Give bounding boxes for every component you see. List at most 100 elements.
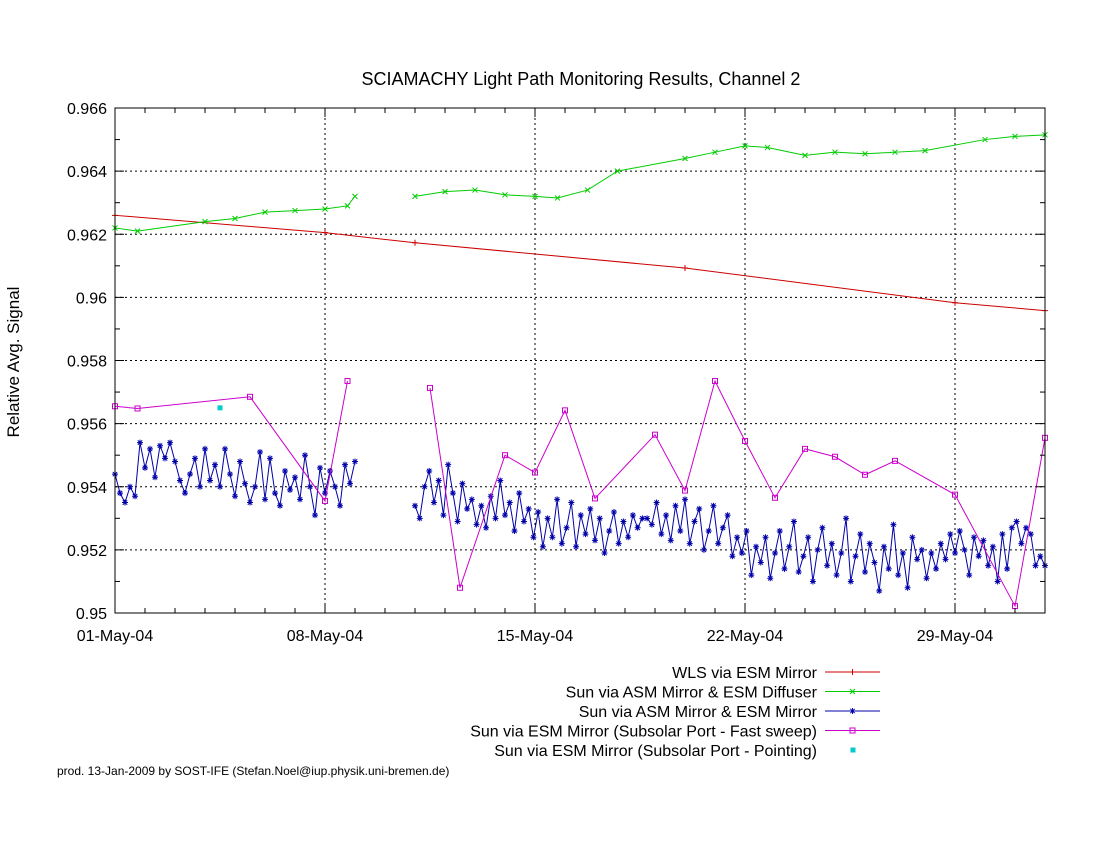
data-point: [177, 477, 183, 484]
data-point: [322, 206, 328, 212]
legend-marker: [850, 747, 856, 753]
data-point: [795, 568, 802, 575]
data-point: [672, 502, 679, 509]
x-tick-label: 01-May-04: [77, 628, 154, 645]
data-point: [914, 556, 921, 563]
series-line: [414, 134, 1046, 199]
y-tick-label: 0.96: [76, 290, 107, 307]
data-point: [734, 534, 741, 541]
data-point: [832, 453, 838, 460]
data-point: [885, 565, 892, 572]
data-point: [412, 193, 418, 200]
data-point: [117, 490, 123, 497]
data-point: [753, 543, 760, 550]
data-point: [644, 515, 651, 522]
data-point: [352, 458, 358, 465]
data-point: [824, 562, 831, 569]
data-point: [530, 534, 537, 541]
data-point: [292, 207, 298, 214]
data-point: [457, 584, 463, 591]
data-point: [648, 521, 655, 528]
data-point: [132, 493, 138, 500]
data-point: [162, 455, 168, 462]
data-point: [172, 458, 178, 465]
data-point: [1032, 562, 1039, 569]
data-point: [573, 543, 580, 550]
data-point: [478, 502, 485, 509]
data-point: [535, 509, 542, 515]
data-point: [980, 537, 987, 544]
data-point: [342, 461, 348, 468]
data-point: [682, 155, 688, 162]
data-point: [712, 149, 718, 156]
data-point: [748, 572, 755, 579]
data-point: [122, 499, 128, 506]
data-point: [277, 502, 283, 509]
series-line: [114, 380, 348, 503]
data-point: [312, 512, 318, 519]
y-tick-label: 0.954: [67, 480, 107, 497]
data-point: [472, 187, 478, 193]
data-point: [502, 452, 508, 459]
data-point: [587, 505, 594, 512]
series-0: [112, 212, 1048, 314]
data-point: [937, 540, 944, 547]
data-point: [833, 572, 840, 579]
data-point: [614, 168, 621, 174]
data-point: [302, 452, 308, 459]
legend-marker: [849, 727, 856, 734]
data-point: [880, 543, 887, 550]
series-line: [414, 464, 1046, 591]
data-point: [563, 524, 570, 531]
data-point: [918, 546, 925, 553]
x-tick-label: 08-May-04: [287, 628, 364, 645]
data-point: [539, 543, 546, 550]
data-point: [222, 445, 228, 452]
data-point: [652, 431, 658, 438]
data-point: [682, 487, 688, 494]
data-point: [786, 543, 793, 550]
data-point: [1018, 540, 1025, 547]
data-point: [577, 512, 584, 519]
data-point: [152, 474, 158, 481]
data-point: [242, 480, 248, 487]
data-point: [412, 239, 418, 246]
series-3: [112, 378, 1048, 610]
data-point: [606, 527, 613, 534]
data-point: [952, 550, 958, 557]
data-point: [454, 518, 461, 525]
data-point: [134, 228, 141, 234]
data-point: [426, 467, 433, 474]
legend-label: Sun via ASM Mirror & ESM Diffuser: [566, 685, 818, 702]
production-footer: prod. 13-Jan-2009 by SOST-IFE (Stefan.No…: [57, 764, 450, 778]
data-point: [838, 550, 845, 557]
data-point: [459, 480, 466, 487]
data-point: [620, 518, 627, 525]
data-point: [828, 540, 835, 547]
data-point: [757, 559, 764, 566]
data-point: [871, 559, 878, 566]
data-point: [985, 562, 992, 569]
data-point: [322, 497, 328, 504]
y-tick-label: 0.966: [67, 101, 107, 118]
data-point: [497, 477, 504, 484]
data-point: [322, 490, 328, 497]
data-point: [615, 540, 622, 547]
data-point: [592, 495, 598, 502]
data-point: [862, 568, 868, 575]
data-point: [922, 147, 928, 154]
data-point: [427, 384, 433, 391]
axis-ticks: 0.95 0.952 0.954 0.956 0.958 0.96 0.962 0.964 0.…: [67, 101, 1045, 645]
data-point: [506, 499, 513, 506]
data-point: [167, 439, 173, 446]
data-point: [923, 575, 930, 582]
data-point: [629, 512, 636, 519]
data-point: [1012, 133, 1018, 140]
series-layer: [112, 131, 1048, 610]
y-tick-label: 0.952: [67, 543, 107, 560]
data-point: [601, 550, 608, 557]
series-1: [112, 131, 1048, 234]
data-point: [710, 502, 717, 509]
series-line: [114, 196, 356, 232]
data-point: [307, 483, 313, 490]
